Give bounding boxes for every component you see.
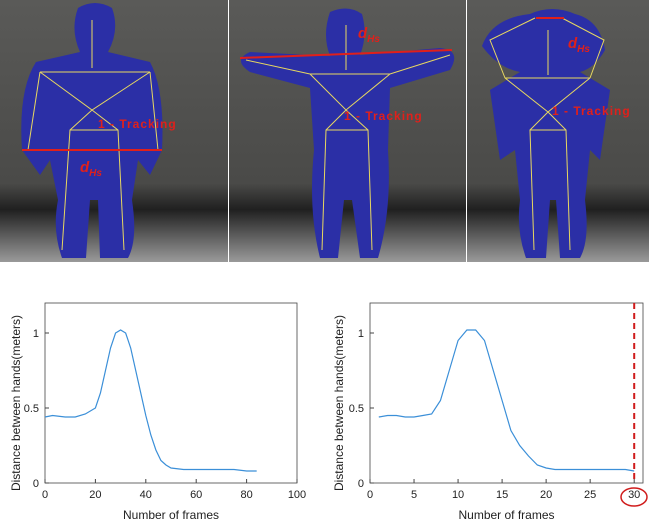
silhouette [482, 9, 610, 258]
y-axis-label: Distance between hands(meters) [9, 315, 23, 491]
x-tick-label: 100 [288, 489, 306, 501]
tracking-label: 1 - Tracking [344, 109, 423, 123]
tracking-label: 1 - Tracking [98, 117, 177, 131]
y-tick-label: 0 [358, 478, 364, 490]
x-tick-label: 80 [240, 489, 252, 501]
image-panel: dHs 1 - Tracking [0, 0, 228, 262]
skeleton [489, 17, 605, 251]
y-tick-label: 1 [358, 328, 364, 340]
skeleton [27, 20, 159, 251]
y-axis-label: Distance between hands(meters) [332, 315, 346, 491]
data-line [44, 329, 257, 472]
annotation: dHs [80, 159, 102, 179]
highlight-circle [620, 487, 648, 507]
x-axis-label: Number of frames [458, 508, 554, 522]
x-tick-label: 10 [452, 489, 464, 501]
y-tick-label: 0.5 [24, 403, 39, 415]
arrow [239, 49, 453, 59]
x-tick-label: 20 [89, 489, 101, 501]
chart-area [0, 262, 649, 526]
x-axis-label: Number of frames [123, 508, 219, 522]
x-tick-label: 40 [140, 489, 152, 501]
tracking-label: 1 - Tracking [552, 104, 631, 118]
x-tick-label: 25 [584, 489, 596, 501]
y-tick-label: 1 [33, 328, 39, 340]
annotation: dHs [358, 25, 380, 45]
x-tick-label: 15 [496, 489, 508, 501]
plot-frame [44, 302, 298, 484]
image-panel: dHs 1 - Tracking [229, 0, 466, 262]
data-line [378, 329, 635, 472]
y-tick-label: 0.5 [349, 403, 364, 415]
annotation: dHs [568, 35, 590, 55]
x-tick-label: 30 [628, 489, 640, 501]
x-tick-label: 60 [190, 489, 202, 501]
x-tick-label: 5 [411, 489, 417, 501]
plot-frame [369, 302, 644, 484]
x-tick-label: 0 [367, 489, 373, 501]
x-tick-label: 20 [540, 489, 552, 501]
x-tick-label: 0 [42, 489, 48, 501]
skeleton [245, 25, 451, 251]
y-tick-label: 0 [33, 478, 39, 490]
image-panel: dHs 1 - Tracking [467, 0, 649, 262]
